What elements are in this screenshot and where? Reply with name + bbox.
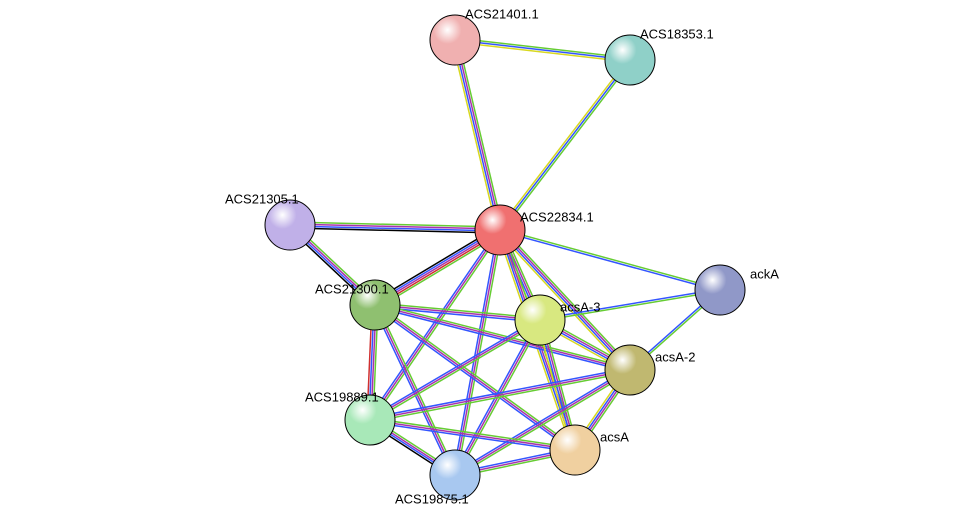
node-circle[interactable] <box>515 295 565 345</box>
node-label: ACS19875.1 <box>395 491 469 506</box>
node-circle[interactable] <box>430 15 480 65</box>
node-acsA[interactable]: acsA <box>550 425 629 475</box>
node-ackA[interactable]: ackA <box>695 265 779 315</box>
edge-line <box>455 40 630 60</box>
nodes-layer: ACS21401.1 ACS18353.1 ACS21305.1 ACS22834.1… <box>225 6 779 506</box>
node-label: ACS18353.1 <box>640 26 714 41</box>
node-label: ackA <box>750 266 779 281</box>
edge-line <box>500 229 720 289</box>
node-label: acsA <box>600 429 629 444</box>
node-label: ACS22834.1 <box>520 209 594 224</box>
node-circle[interactable] <box>695 265 745 315</box>
node-ACS21300_1[interactable]: ACS21300.1 <box>315 280 400 330</box>
edge-line <box>502 61 632 231</box>
node-ACS22834_1[interactable]: ACS22834.1 <box>475 205 594 255</box>
network-graph: ACS21401.1 ACS18353.1 ACS21305.1 ACS22834.1… <box>0 0 975 512</box>
node-circle[interactable] <box>605 35 655 85</box>
node-label: ACS21300.1 <box>315 281 389 296</box>
edge-line <box>455 42 630 62</box>
edge-line <box>452 41 497 231</box>
edge-line <box>500 60 630 230</box>
node-circle[interactable] <box>550 425 600 475</box>
node-circle[interactable] <box>475 205 525 255</box>
node-label: acsA-2 <box>655 349 695 364</box>
node-ACS21305_1[interactable]: ACS21305.1 <box>225 191 315 250</box>
node-ACS18353_1[interactable]: ACS18353.1 <box>605 26 714 85</box>
edge-line <box>456 40 501 230</box>
node-label: ACS21305.1 <box>225 191 299 206</box>
node-circle[interactable] <box>605 345 655 395</box>
edge-line <box>454 40 499 230</box>
node-label: ACS19889.1 <box>305 389 379 404</box>
node-ACS19889_1[interactable]: ACS19889.1 <box>305 389 395 445</box>
node-ACS19875_1[interactable]: ACS19875.1 <box>395 450 480 506</box>
node-label: acsA-3 <box>560 299 600 314</box>
node-ACS21401_1[interactable]: ACS21401.1 <box>430 6 539 65</box>
edge-line <box>455 38 630 58</box>
edge-line <box>458 39 503 229</box>
edge-line <box>498 59 628 229</box>
node-circle[interactable] <box>265 200 315 250</box>
edge-line <box>373 306 453 476</box>
node-label: ACS21401.1 <box>465 6 539 21</box>
